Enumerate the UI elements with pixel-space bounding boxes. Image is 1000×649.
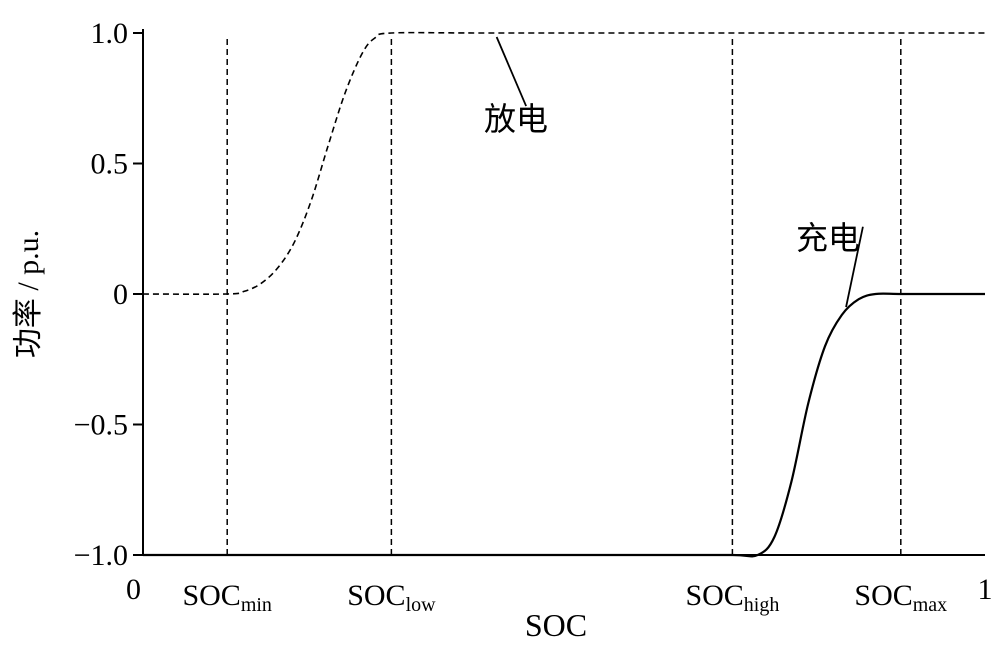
- y-tick-label: 0: [113, 278, 128, 311]
- soc-max-label: SOCmax: [854, 579, 947, 616]
- x-axis-label: SOC: [525, 607, 587, 643]
- discharge-leader-line: [495, 36, 527, 107]
- annotation-charge: 充电: [796, 220, 860, 256]
- y-tick-label: 1.0: [91, 17, 129, 50]
- soc-low-label: SOClow: [347, 579, 436, 616]
- y-tick-label: −0.5: [74, 409, 128, 442]
- x-tick-label: 1: [978, 573, 993, 606]
- soc-high-label: SOChigh: [685, 579, 779, 616]
- x-tick-label: 0: [126, 573, 141, 606]
- y-axis-label: 功率 / p.u.: [12, 230, 45, 358]
- y-tick-label: 0.5: [91, 148, 129, 181]
- charge-leader-line: [845, 226, 864, 308]
- y-tick-label: −1.0: [74, 539, 128, 572]
- soc-min-label: SOCmin: [182, 579, 271, 616]
- discharge-curve: [142, 31, 985, 295]
- charge-curve: [143, 292, 985, 558]
- annotation-discharge: 放电: [484, 101, 548, 137]
